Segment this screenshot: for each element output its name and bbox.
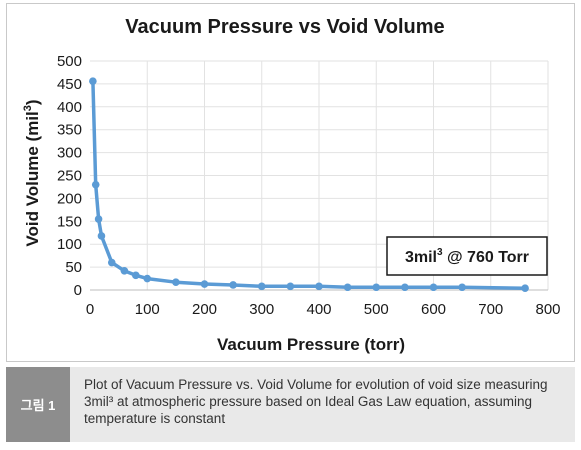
x-tick-label: 700: [478, 301, 503, 318]
y-tick-label: 450: [57, 76, 82, 93]
annotation-border: [386, 236, 548, 276]
y-tick-label: 350: [57, 122, 82, 139]
x-tick-label: 500: [364, 301, 389, 318]
y-tick-label: 400: [57, 99, 82, 116]
annotation-box: 3mil3 @ 760 Torr: [386, 236, 548, 276]
y-axis-label-main: Void Volume (mil: [23, 111, 42, 246]
data-point: [132, 271, 140, 280]
data-point: [257, 282, 266, 291]
data-point: [94, 215, 103, 223]
y-tick-label: 100: [57, 236, 82, 253]
y-tick-label: 250: [57, 168, 82, 185]
x-tick-label: 600: [421, 301, 446, 318]
data-point: [89, 77, 97, 85]
y-tick-label: 200: [57, 190, 82, 207]
x-axis-label: Vacuum Pressure (torr): [217, 335, 405, 354]
data-point: [315, 282, 323, 291]
x-tick-label: 200: [192, 301, 217, 318]
data-point: [200, 280, 209, 288]
data-point: [143, 274, 152, 283]
data-point: [91, 180, 100, 189]
data-point: [229, 281, 237, 289]
data-point: [97, 232, 106, 240]
x-tick-label: 0: [86, 301, 94, 318]
chart-title: Vacuum Pressure vs Void Volume: [125, 16, 444, 38]
chart-frame: Vacuum Pressure vs Void Volume 0 50 100 150…: [6, 3, 575, 362]
data-point: [286, 282, 295, 291]
y-axis-label-end: ): [23, 99, 42, 105]
data-point: [429, 283, 438, 292]
caption-tag: 그림 1: [6, 367, 70, 442]
data-point: [372, 283, 381, 292]
y-tick-label: 50: [65, 259, 82, 276]
data-point: [521, 284, 529, 292]
y-tick-label: 0: [74, 282, 82, 299]
x-tick-label: 800: [535, 301, 560, 318]
series-line: [91, 79, 527, 290]
annotation-rest: @ 760 Torr: [443, 249, 529, 266]
tick-labels: 0 50 100 150 200 250 300 350 400 450 500 0 100 200 300…: [57, 53, 561, 318]
gridlines: [90, 60, 549, 290]
y-tick-label: 150: [57, 213, 82, 230]
data-point: [458, 283, 466, 292]
x-tick-label: 300: [249, 301, 274, 318]
series-layer: [89, 77, 529, 292]
figure-caption: 그림 1 Plot of Vacuum Pressure vs. Void Vo…: [6, 367, 575, 442]
annotation-main: 3mil: [405, 249, 437, 266]
x-tick-label: 400: [306, 301, 331, 318]
y-axis-label-sup: 3: [22, 105, 34, 111]
annotation-sup: 3: [437, 247, 443, 258]
data-point: [343, 283, 352, 292]
y-tick-label: 300: [57, 145, 82, 162]
chart-svg: Vacuum Pressure vs Void Volume 0 50 100 150…: [22, 16, 561, 354]
data-point: [120, 266, 129, 275]
caption-text: Plot of Vacuum Pressure vs. Void Volume …: [70, 367, 575, 442]
data-point: [172, 278, 180, 287]
data-point: [401, 283, 409, 292]
y-axis-label: Void Volume (mil3): [22, 99, 42, 246]
x-tick-label: 100: [135, 301, 160, 318]
annotation-text: 3mil3 @ 760 Torr: [405, 247, 529, 266]
y-tick-label: 500: [57, 53, 82, 70]
data-point: [107, 258, 116, 267]
